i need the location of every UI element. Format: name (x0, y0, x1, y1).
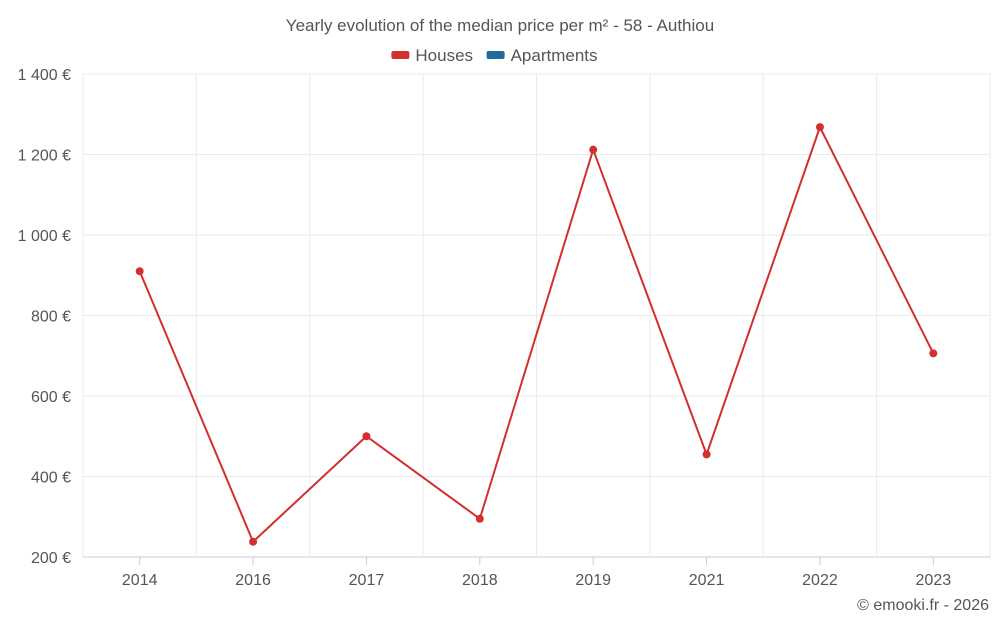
legend-label: Apartments (511, 46, 598, 65)
y-tick-label: 1 200 € (18, 148, 71, 165)
x-tick-label: 2016 (235, 572, 271, 589)
legend-swatch (391, 51, 410, 59)
y-tick-label: 200 € (31, 550, 71, 567)
legend: Houses Apartments (391, 46, 598, 65)
data-point[interactable] (249, 537, 258, 546)
grid (82, 73, 991, 558)
y-tick-label: 400 € (31, 470, 71, 487)
y-tick-label: 600 € (31, 389, 71, 406)
x-tick-label: 2021 (689, 572, 725, 589)
legend-item-houses[interactable]: Houses (391, 46, 473, 65)
x-tick-label: 2023 (916, 572, 952, 589)
x-tick-label: 2022 (802, 572, 838, 589)
chart-title: Yearly evolution of the median price per… (286, 16, 714, 35)
x-tick-label: 2014 (122, 572, 158, 589)
legend-item-apartments[interactable]: Apartments (486, 46, 598, 65)
y-tick-label: 800 € (31, 309, 71, 326)
x-tick-label: 2018 (462, 572, 498, 589)
legend-swatch (486, 51, 505, 59)
series-line-houses (138, 126, 935, 543)
data-point[interactable] (589, 145, 598, 154)
axes: 1 400 € 1 200 € 1 000 € 800 € 600 € 400 € 200 … (18, 67, 990, 589)
legend-label: Houses (415, 46, 473, 65)
data-point[interactable] (929, 349, 938, 358)
data-point[interactable] (135, 267, 144, 276)
x-tick-label: 2019 (575, 572, 611, 589)
series-layer (135, 123, 938, 546)
data-point[interactable] (362, 432, 371, 441)
x-tick-label: 2017 (349, 572, 385, 589)
copyright-text: © emooki.fr - 2026 (857, 597, 989, 614)
y-tick-label: 1 000 € (18, 228, 71, 245)
data-point[interactable] (815, 123, 824, 132)
data-point[interactable] (702, 450, 711, 459)
data-point[interactable] (475, 514, 484, 523)
y-tick-label: 1 400 € (18, 67, 71, 84)
